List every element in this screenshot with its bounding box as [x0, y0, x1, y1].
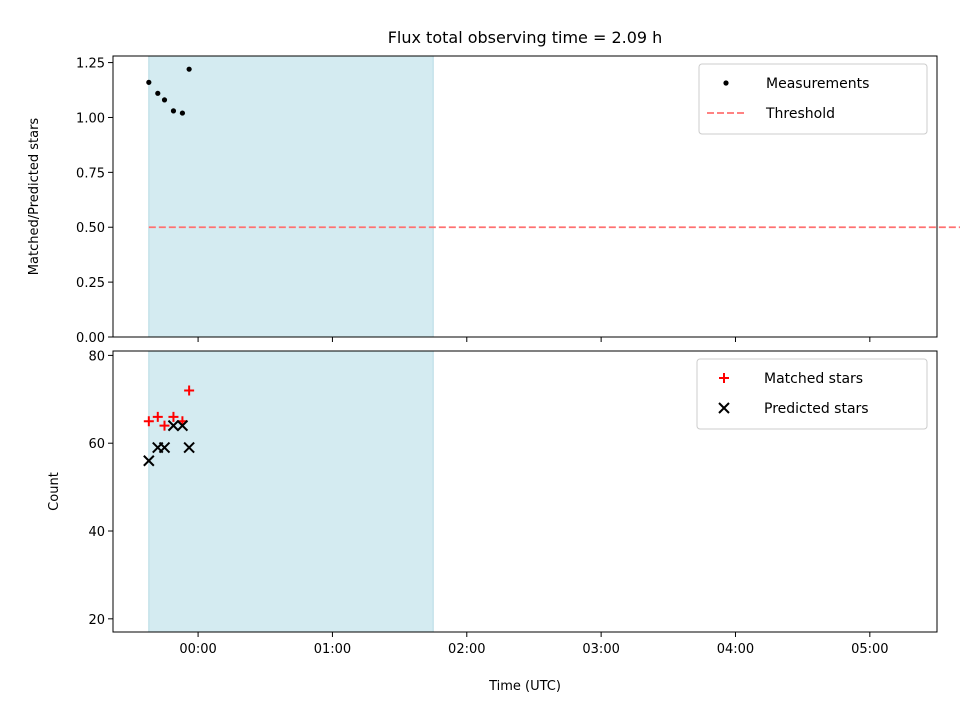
y-tick-label: 1.00 — [76, 111, 105, 126]
x-tick-label: 04:00 — [717, 642, 754, 657]
matched-stars-point — [159, 420, 170, 431]
y-tick-label: 0.00 — [76, 331, 105, 346]
measurement-point — [179, 110, 186, 116]
matched-stars-point — [152, 411, 163, 422]
measurement-point — [161, 97, 168, 103]
measurement-point — [170, 108, 177, 114]
legend-box — [696, 358, 928, 430]
matched-stars-point — [184, 385, 195, 396]
y-tick-label: 1.25 — [76, 57, 105, 72]
predicted-stars-point — [183, 441, 195, 454]
ratio-panel-legend: Measurements Threshold — [698, 63, 928, 135]
legend-box — [698, 63, 928, 135]
count-panel-xlabel: Time (UTC) — [488, 679, 561, 694]
ratio-panel-marks — [146, 66, 960, 229]
y-tick-label: 0.75 — [76, 166, 105, 181]
ratio-panel-ylabel: Matched/Predicted stars — [27, 118, 42, 276]
measurement-point — [146, 79, 152, 85]
count-panel-marks — [143, 385, 195, 467]
x-tick-label: 00:00 — [179, 642, 216, 657]
matched-stars-point — [168, 411, 179, 422]
count-panel: 20 40 60 80 00:00 01:00 02:00 03:00 04:00 05:00 C… — [47, 349, 938, 694]
count-panel-ylabel: Count — [47, 472, 62, 511]
x-tick-label: 03:00 — [582, 642, 619, 657]
y-tick-label: 40 — [88, 525, 105, 540]
matched-stars-point — [143, 416, 154, 427]
count-panel-legend: Matched stars Predicted stars — [696, 358, 928, 430]
ratio-panel-frame — [112, 55, 938, 338]
predicted-stars-point — [176, 419, 189, 432]
x-tick-label: 02:00 — [448, 642, 485, 657]
count-panel-shaded-region — [148, 350, 434, 633]
y-tick-label: 20 — [88, 613, 105, 628]
ratio-panel-ticks: 0.00 0.25 0.50 0.75 1.00 1.25 — [76, 57, 871, 346]
y-tick-label: 0.50 — [76, 221, 105, 236]
chart-title: Flux total observing time = 2.09 h — [388, 28, 663, 47]
legend-label: Measurements — [766, 76, 869, 92]
predicted-stars-point — [158, 441, 171, 454]
x-tick-label: 05:00 — [851, 642, 888, 657]
ratio-panel: 0.00 0.25 0.50 0.75 1.00 1.25 Matched/Predict… — [27, 55, 960, 346]
y-tick-label: 80 — [88, 349, 105, 364]
y-tick-label: 60 — [88, 437, 105, 452]
measurement-point — [155, 90, 161, 96]
predicted-stars-point — [167, 419, 180, 432]
measurement-point — [186, 66, 192, 72]
count-panel-ticks: 20 40 60 80 00:00 01:00 02:00 03:00 04:00 05:00 — [88, 349, 888, 657]
legend-label: Predicted stars — [764, 401, 869, 417]
x-tick-label: 01:00 — [314, 642, 351, 657]
ratio-panel-shaded-region — [148, 55, 434, 338]
count-panel-frame — [112, 350, 938, 633]
predicted-stars-point — [143, 455, 155, 467]
legend-label: Threshold — [765, 106, 835, 122]
y-tick-label: 0.25 — [76, 276, 105, 291]
legend-label: Matched stars — [764, 371, 863, 387]
